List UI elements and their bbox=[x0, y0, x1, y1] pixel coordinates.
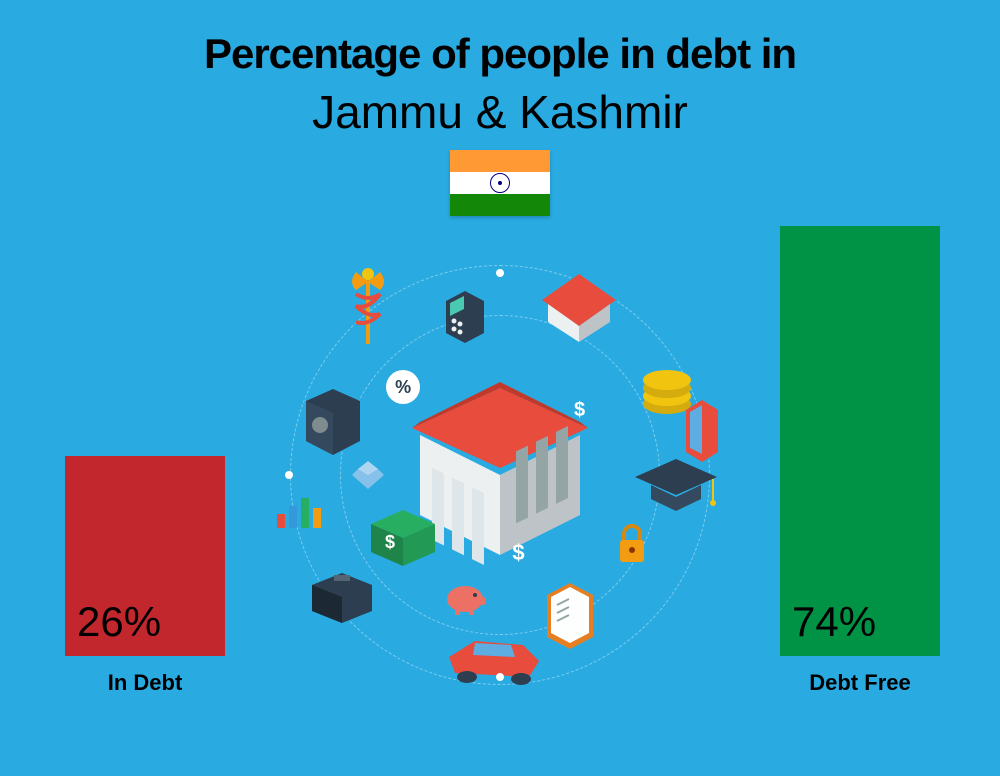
title-line2: Jammu & Kashmir bbox=[0, 85, 1000, 139]
caduceus-icon bbox=[346, 266, 390, 350]
bar-debt-free-label: Debt Free bbox=[780, 670, 940, 696]
flag-green-band bbox=[450, 194, 550, 216]
flag-chakra-icon bbox=[490, 173, 510, 193]
title-line1: Percentage of people in debt in bbox=[0, 30, 1000, 78]
orbit-dot-icon bbox=[496, 673, 504, 681]
finance-illustration: $ bbox=[280, 255, 720, 695]
percent-icon: % bbox=[386, 370, 420, 404]
orbit-dot-icon bbox=[496, 269, 504, 277]
clipboard-icon bbox=[539, 581, 601, 651]
orbit-dot-icon bbox=[285, 471, 293, 479]
bar-in-debt-label: In Debt bbox=[65, 670, 225, 696]
calculator-icon bbox=[440, 289, 490, 345]
piggy-bank-icon bbox=[441, 579, 489, 617]
car-icon bbox=[431, 629, 551, 691]
briefcase-icon bbox=[304, 571, 380, 625]
bar-in-debt-value: 26% bbox=[77, 598, 161, 646]
dollar-icon: $ bbox=[574, 399, 602, 427]
chart-icon bbox=[273, 488, 323, 532]
cash-stack-icon: $ bbox=[363, 504, 443, 570]
bar-debt-free-value: 74% bbox=[792, 598, 876, 646]
india-flag-icon bbox=[450, 150, 550, 216]
safe-icon bbox=[298, 385, 368, 459]
dollar-icon: $ bbox=[512, 540, 540, 568]
padlock-icon bbox=[614, 524, 650, 566]
house-icon bbox=[538, 272, 620, 344]
svg-text:$: $ bbox=[385, 532, 395, 552]
bar-debt-free bbox=[780, 226, 940, 656]
diamond-icon bbox=[352, 461, 384, 489]
flag-saffron-band bbox=[450, 150, 550, 172]
smartphone-icon bbox=[680, 398, 724, 464]
